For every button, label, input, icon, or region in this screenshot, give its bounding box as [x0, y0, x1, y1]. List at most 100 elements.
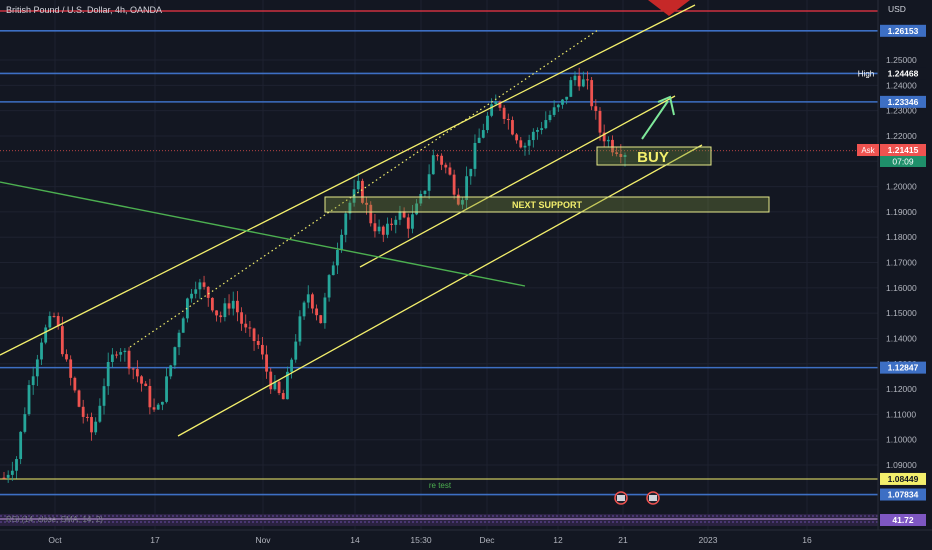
- candle-body: [286, 371, 289, 400]
- candle-body: [231, 300, 235, 309]
- candle-body: [219, 315, 223, 318]
- candle-body: [256, 341, 260, 345]
- candle-body: [381, 226, 385, 235]
- time-tick: Dec: [479, 535, 495, 545]
- candle-body: [6, 474, 10, 478]
- time-axis-pane[interactable]: [0, 530, 932, 550]
- candle-body: [540, 128, 544, 130]
- symbol-title[interactable]: British Pound / U.S. Dollar, 4h, OANDA: [6, 5, 163, 15]
- candle-body: [569, 80, 573, 97]
- candle-body: [27, 385, 31, 415]
- candle-body: [323, 297, 327, 324]
- candlestick-series: [2, 67, 627, 483]
- candle-body: [444, 164, 448, 168]
- candle-body: [48, 316, 52, 328]
- candle-body: [573, 75, 577, 81]
- time-tick: 21: [618, 535, 628, 545]
- candle-body: [336, 250, 339, 266]
- candle-body: [177, 332, 181, 348]
- green-trend-line: [0, 181, 526, 287]
- candle-body: [456, 194, 460, 205]
- level-tag-value: 1.26153: [888, 26, 919, 36]
- time-tick: 2023: [699, 535, 718, 545]
- candle-body: [185, 298, 189, 319]
- candle-body: [515, 134, 519, 141]
- time-tick: Oct: [48, 535, 62, 545]
- candle-body: [181, 318, 185, 333]
- time-tick: 15:30: [410, 535, 432, 545]
- candle-body: [227, 303, 231, 309]
- level-tag-value: 1.12847: [888, 363, 919, 373]
- candle-body: [602, 132, 606, 142]
- candle-body: [65, 354, 68, 360]
- candle-body: [52, 316, 56, 318]
- level-tag-value: 1.24468: [888, 68, 919, 78]
- economic-event-flags[interactable]: [614, 491, 660, 505]
- candle-body: [327, 275, 331, 298]
- price-tick: 1.17000: [886, 258, 917, 268]
- candle-body: [281, 393, 285, 400]
- candle-body: [344, 213, 348, 235]
- candle-body: [606, 139, 610, 142]
- candle-body: [590, 80, 594, 107]
- candle-body: [386, 223, 389, 235]
- candle-body: [469, 168, 473, 177]
- candle-body: [423, 190, 427, 194]
- candle-body: [215, 310, 218, 316]
- candle-body: [369, 204, 373, 224]
- price-level-tags: 1.26153 1.24468 High 1.23346 1.12847 1.08449 1…: [858, 24, 926, 501]
- candle-body: [494, 101, 498, 105]
- level-tag-bg: [880, 24, 926, 37]
- time-tick: 16: [802, 535, 812, 545]
- candle-body: [31, 376, 35, 386]
- candle-body: [315, 308, 318, 316]
- candle-body: [477, 137, 481, 143]
- candle-body: [210, 297, 214, 311]
- candle-body: [390, 223, 394, 225]
- candle-body: [106, 362, 110, 387]
- next-support-zone: NEXT SUPPORT: [324, 196, 770, 213]
- rsi-indicator-label[interactable]: RSI (14, close, SMA, 14, 2): [6, 515, 103, 524]
- candle-body: [519, 140, 523, 148]
- candle-body: [561, 99, 564, 105]
- price-tick: 1.19000: [886, 207, 917, 217]
- candle-body: [436, 155, 439, 157]
- time-tick: 17: [150, 535, 160, 545]
- price-tick: 1.14000: [886, 333, 917, 343]
- buy-arrow: [641, 95, 675, 140]
- candle-body: [190, 293, 193, 299]
- candle-body: [269, 371, 273, 390]
- candle-body: [261, 344, 264, 355]
- currency-label[interactable]: USD: [888, 4, 906, 14]
- candle-body: [544, 120, 548, 129]
- price-tick: 1.23000: [886, 106, 917, 116]
- ask-price-value: 1.21415: [888, 145, 919, 155]
- candle-body: [77, 390, 81, 407]
- candle-body: [577, 75, 581, 87]
- candle-body: [531, 131, 535, 141]
- candle-body: [527, 140, 531, 146]
- ask-tag-label: Ask: [861, 146, 875, 155]
- candle-body: [352, 189, 356, 203]
- candle-body: [202, 282, 206, 287]
- candle-body: [140, 376, 143, 384]
- ask-price-tag: Ask 1.21415 07:09: [857, 144, 926, 167]
- candle-body: [165, 376, 168, 402]
- candle-body: [548, 114, 552, 121]
- candle-body: [473, 142, 477, 169]
- candle-body: [331, 265, 335, 276]
- candle-body: [110, 354, 114, 363]
- candle-body: [348, 202, 352, 214]
- candle-body: [248, 327, 252, 329]
- price-tick: 1.20000: [886, 182, 917, 192]
- level-tag-bg: [880, 95, 926, 108]
- price-axis-pane[interactable]: [878, 0, 932, 530]
- candle-body: [594, 106, 598, 111]
- time-tick: 12: [553, 535, 563, 545]
- time-tick: 14: [350, 535, 360, 545]
- candle-body: [60, 326, 64, 355]
- candle-body: [365, 202, 368, 205]
- candle-body: [581, 79, 585, 87]
- candle-body: [144, 383, 148, 387]
